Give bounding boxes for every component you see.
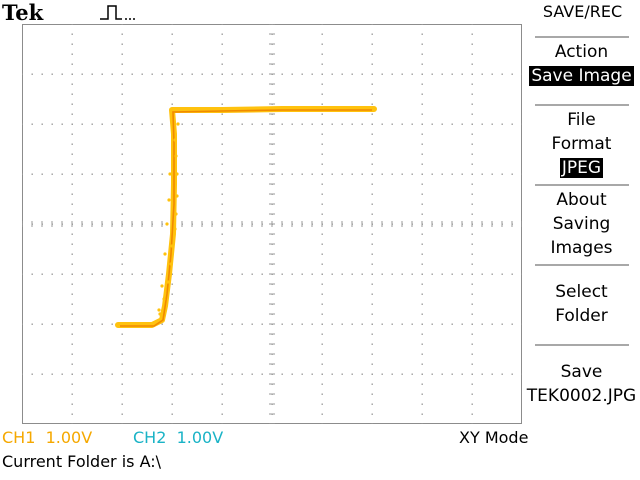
about-label-3: Images	[550, 238, 613, 258]
menu-title: SAVE/REC	[542, 2, 623, 21]
file-format-value: JPEG	[559, 158, 604, 178]
pulse-waveform-icon	[100, 5, 135, 20]
file-format-button[interactable]: File Format JPEG	[525, 108, 638, 180]
action-button[interactable]: Action Save Image	[525, 40, 638, 88]
action-label: Action	[554, 42, 609, 62]
select-folder-button[interactable]: Select Folder	[525, 280, 638, 328]
menu-separator	[535, 264, 629, 266]
display-mode: XY Mode	[459, 428, 529, 447]
file-format-label-1: File	[567, 110, 596, 130]
xy-trace	[115, 106, 377, 328]
about-label-2: Saving	[552, 214, 611, 234]
graticule-grid	[22, 24, 522, 424]
about-saving-images-button[interactable]: About Saving Images	[525, 188, 638, 260]
menu-separator	[535, 184, 629, 186]
tek-logo: Tek	[2, 0, 44, 25]
file-format-label-2: Format	[551, 134, 612, 154]
ch1-scale: 1.00V	[45, 428, 93, 447]
ch2-label: CH2	[133, 428, 167, 447]
select-folder-label-1: Select	[555, 282, 608, 302]
ch1-readout: CH1 1.00V	[2, 428, 92, 447]
current-folder-message: Current Folder is A:\	[2, 452, 162, 471]
select-folder-label-2: Folder	[555, 306, 608, 326]
save-label: Save	[560, 362, 603, 382]
menu-separator	[535, 344, 629, 346]
xy-display	[22, 24, 522, 424]
action-value: Save Image	[529, 66, 634, 86]
ch2-scale: 1.00V	[176, 428, 224, 447]
about-label-1: About	[556, 190, 607, 210]
ch2-readout: CH2 1.00V	[133, 428, 223, 447]
save-filename: TEK0002.JPG	[526, 386, 637, 406]
menu-separator	[535, 36, 629, 38]
menu-separator	[535, 104, 629, 106]
save-file-button[interactable]: Save TEK0002.JPG	[525, 360, 638, 408]
ch1-label: CH1	[2, 428, 36, 447]
